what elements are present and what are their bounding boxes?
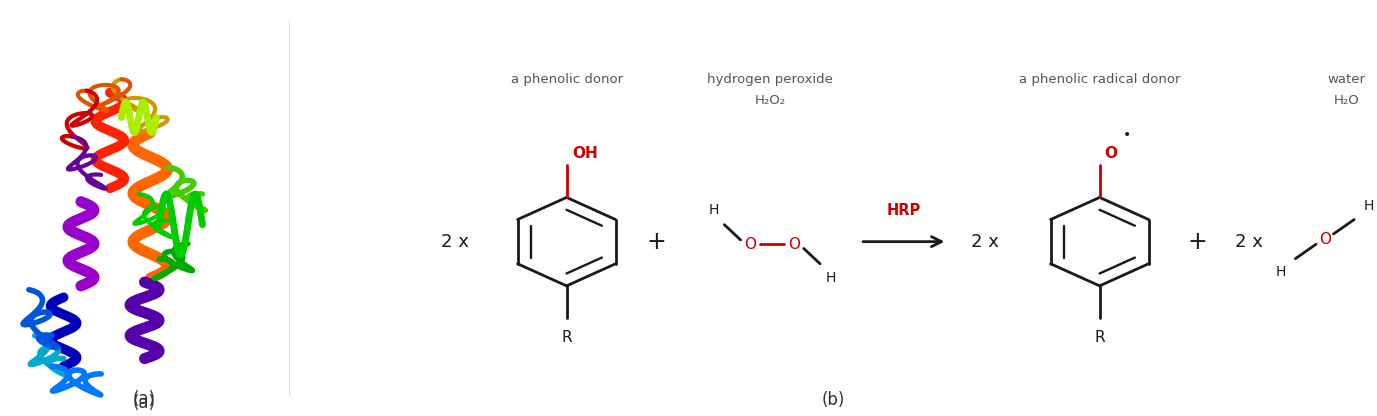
Text: (a): (a): [134, 390, 156, 409]
Text: OH: OH: [571, 146, 598, 161]
Text: water: water: [1327, 73, 1366, 86]
Text: •: •: [1122, 128, 1131, 142]
Text: a phenolic radical donor: a phenolic radical donor: [1019, 73, 1180, 86]
Text: O: O: [1319, 232, 1330, 247]
Text: O: O: [1104, 146, 1117, 161]
Text: 2 x: 2 x: [971, 233, 1000, 251]
Text: 2 x: 2 x: [441, 233, 468, 251]
Text: R: R: [1095, 330, 1104, 345]
Text: +: +: [1187, 230, 1208, 254]
Text: H₂O: H₂O: [1334, 94, 1359, 107]
Text: H: H: [708, 203, 719, 217]
Text: (b): (b): [822, 391, 844, 409]
Text: a phenolic donor: a phenolic donor: [511, 73, 622, 86]
Text: +: +: [647, 230, 666, 254]
Text: R: R: [562, 330, 571, 345]
Text: H: H: [1365, 199, 1374, 213]
Text: H₂O₂: H₂O₂: [755, 94, 785, 107]
Text: H: H: [826, 271, 836, 285]
Text: O: O: [745, 237, 756, 252]
Text: O: O: [788, 237, 800, 252]
Text: (a): (a): [134, 394, 156, 412]
Text: 2 x: 2 x: [1235, 233, 1263, 251]
Text: HRP: HRP: [887, 203, 921, 218]
Text: hydrogen peroxide: hydrogen peroxide: [706, 73, 833, 86]
Text: H: H: [1275, 265, 1286, 280]
